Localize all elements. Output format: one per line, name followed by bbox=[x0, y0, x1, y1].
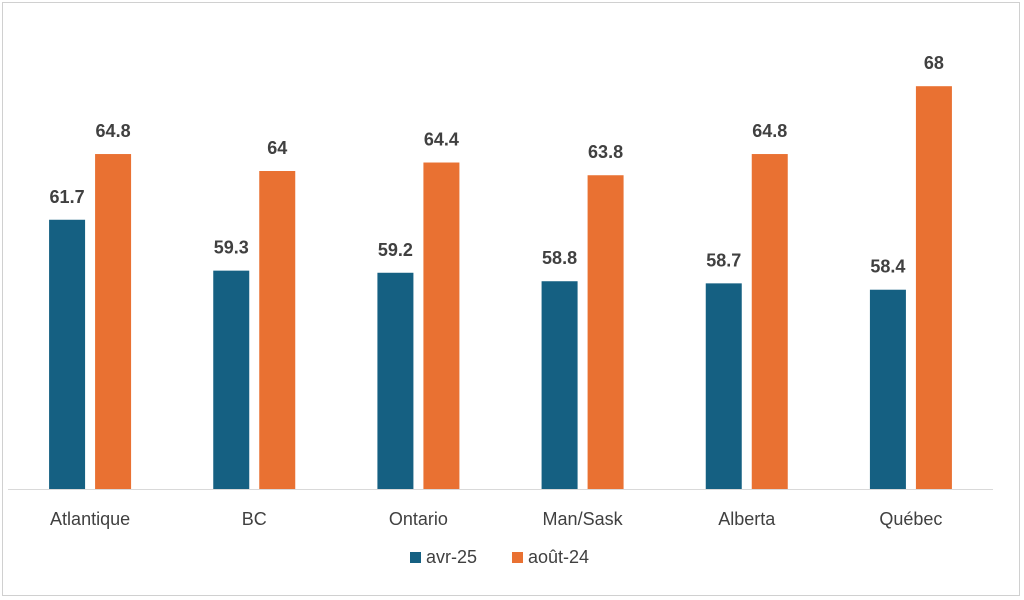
data-label: 64.8 bbox=[752, 121, 787, 141]
bar-series2-2 bbox=[423, 162, 460, 489]
category-label: Québec bbox=[879, 509, 942, 529]
data-label: 59.3 bbox=[214, 238, 249, 258]
data-label: 58.4 bbox=[870, 257, 905, 277]
bar-series1-2 bbox=[377, 272, 414, 489]
data-label: 59.2 bbox=[378, 240, 413, 260]
data-label: 64 bbox=[267, 138, 287, 158]
bar-series1-0 bbox=[49, 219, 86, 489]
data-label: 64.8 bbox=[96, 121, 131, 141]
data-label: 61.7 bbox=[50, 187, 85, 207]
category-label: BC bbox=[242, 509, 267, 529]
bar-series1-1 bbox=[213, 270, 250, 489]
category-label: Atlantique bbox=[50, 509, 130, 529]
bars-group: 61.7 64.8 59.3 64 59.2 64.4 58.8 63.8 58.7 64.8 58… bbox=[49, 53, 952, 490]
data-label: 58.8 bbox=[542, 248, 577, 268]
legend-label: août-24 bbox=[528, 547, 589, 567]
bar-series2-1 bbox=[259, 171, 296, 489]
legend-label: avr-25 bbox=[426, 547, 477, 567]
category-labels: Atlantique BC Ontario Man/Sask Alberta Québec bbox=[50, 509, 942, 529]
data-label: 58.7 bbox=[706, 250, 741, 270]
category-label: Man/Sask bbox=[543, 509, 624, 529]
bar-series2-0 bbox=[95, 154, 132, 490]
category-label: Ontario bbox=[389, 509, 448, 529]
legend: avr-25 août-24 bbox=[410, 547, 589, 567]
bar-series1-5 bbox=[869, 289, 906, 489]
bar-series2-3 bbox=[587, 175, 624, 490]
bar-chart: 61.7 64.8 59.3 64 59.2 64.4 58.8 63.8 58.7 64.8 58… bbox=[8, 53, 993, 567]
legend-swatch bbox=[512, 552, 523, 563]
bar-series1-3 bbox=[541, 281, 578, 489]
legend-swatch bbox=[410, 552, 421, 563]
bar-series2-5 bbox=[915, 86, 952, 489]
data-label: 64.4 bbox=[424, 130, 459, 150]
data-label: 63.8 bbox=[588, 142, 623, 162]
bar-series2-4 bbox=[751, 154, 788, 490]
data-label: 68 bbox=[924, 53, 944, 73]
bar-series1-4 bbox=[705, 283, 742, 489]
category-label: Alberta bbox=[718, 509, 776, 529]
